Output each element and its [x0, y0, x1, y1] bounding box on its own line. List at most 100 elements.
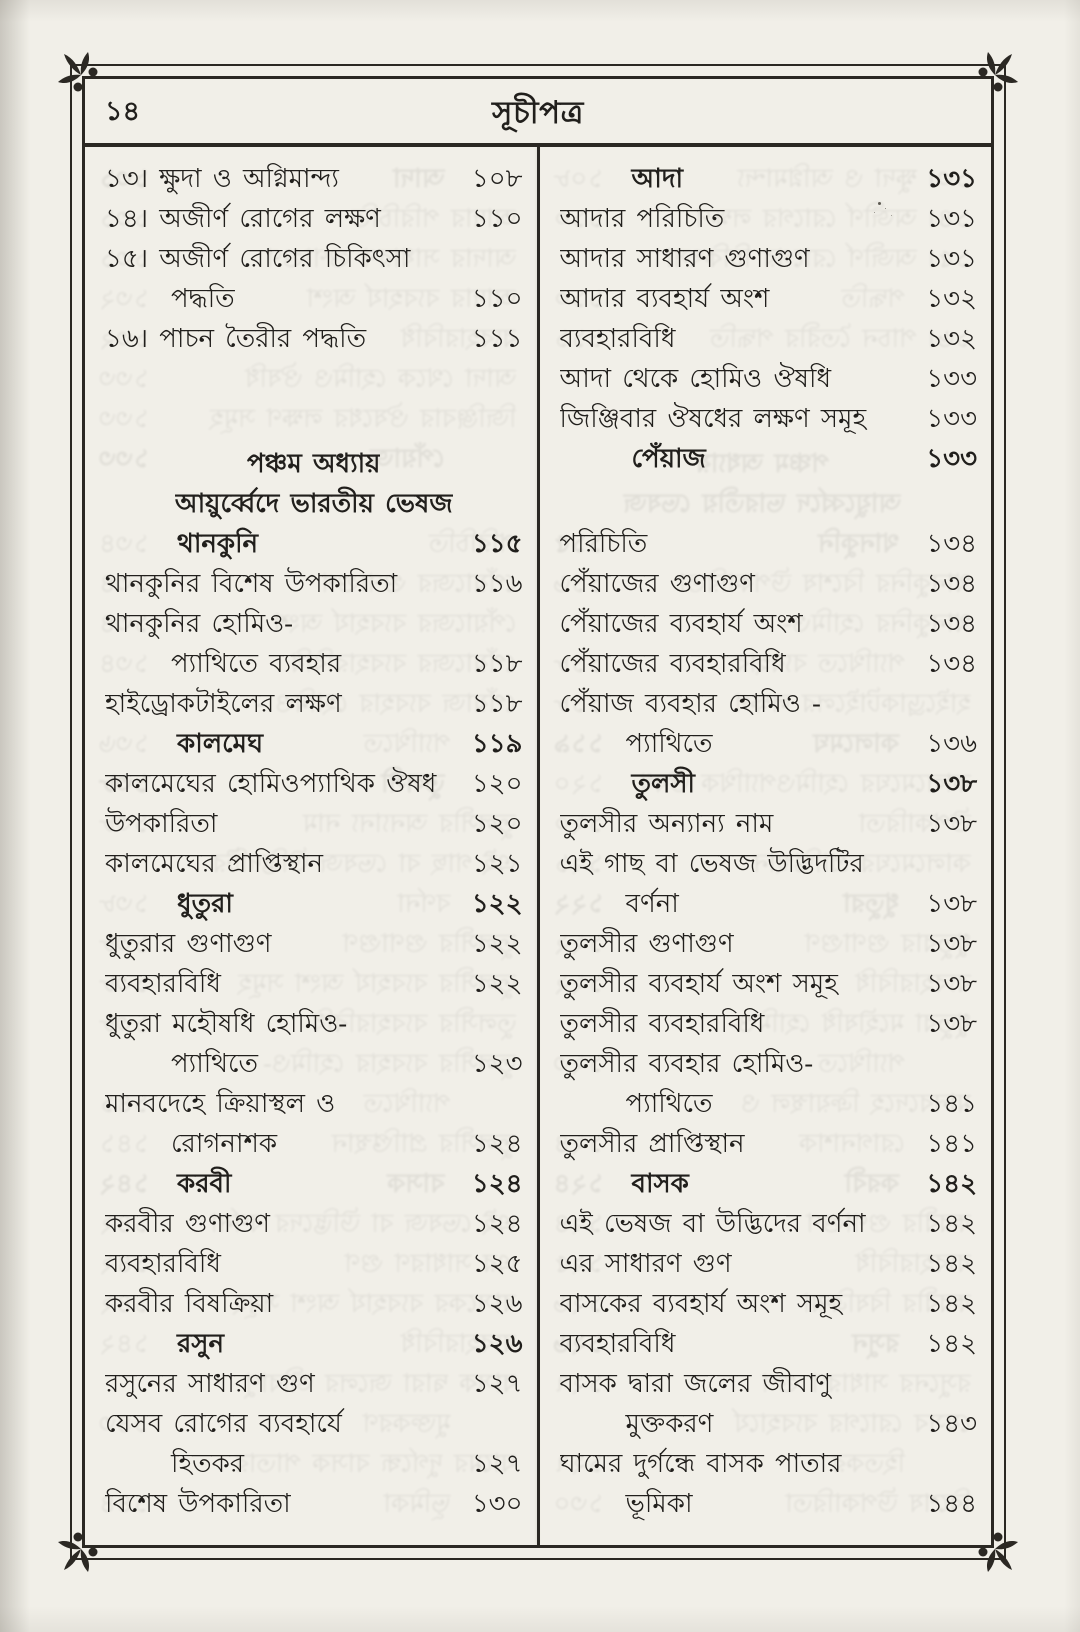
toc-entry-page-number: ১৪৪ [926, 1489, 977, 1518]
toc-entry-text: পরিচিতি [559, 529, 648, 558]
toc-section-heading: পঞ্চম অধ্যায় [105, 444, 523, 484]
toc-entry: এই ভেষজ বা উদ্ভিদের বর্ণনা ১৪২ [560, 1204, 978, 1244]
toc-entry-text: পদ্ধতি [171, 284, 235, 313]
scan-speck [878, 202, 881, 205]
toc-entry: মানবদেহে ক্রিয়াস্থল ও [105, 1084, 523, 1124]
toc-entry-text: আদা থেকে হোমিও ঔষধি [559, 364, 832, 393]
toc-entry-page-number: ১৩২ [926, 324, 977, 353]
toc-entry: আদার ব্যবহার্য অংশ ১৩২ [560, 279, 978, 319]
toc-entry-text: এই গাছ বা ভেষজ উদ্ভিদটির [559, 849, 864, 878]
toc-entry: হাইড্রোকটাইলের লক্ষণ ১১৮ [105, 684, 523, 724]
toc-entry-text: জিঞ্জিবার ঔষধের লক্ষণ সমূহ [559, 404, 867, 433]
toc-entry-page-number: ১১০ [471, 284, 523, 313]
toc-entry-page-number: ১০৮ [471, 164, 523, 193]
toc-entry-page-number: ১৩১ [926, 204, 977, 233]
toc-entry-text: কালমেঘের প্রাপ্তিস্থান [105, 849, 323, 878]
toc-section-heading: থানকুনি ১১৫ [105, 524, 523, 564]
toc-entry: রোগনাশক ১২৪ [105, 1124, 523, 1164]
toc-entry-page-number: ১৩৮ [926, 889, 977, 918]
toc-entry: পেঁয়াজের ব্যবহারবিধি ১৩৪ [560, 644, 978, 684]
toc-entry: তুলসীর ব্যবহার্য অংশ সমূহ ১৩৮ [560, 964, 978, 1004]
toc-entry-text: থানকুনির হোমিও- [105, 609, 293, 638]
toc-entry: ১৫। অজীর্ণ রোগের চিকিৎসা [105, 239, 523, 279]
toc-entry-text: পেঁয়াজ [631, 444, 706, 473]
toc-entry-page-number: ১৪২ [926, 1249, 977, 1278]
toc-entry-page-number: ১৩২ [926, 284, 977, 313]
toc-entry: ব্যবহারবিধি ১৪২ [560, 1324, 978, 1364]
toc-entry-page-number: ১৩৪ [926, 529, 977, 558]
toc-entry: থানকুনির বিশেষ উপকারিতা ১১৬ [105, 564, 523, 604]
toc-entry-text: প্যাথিতে [625, 1089, 713, 1118]
toc-entry-text: বর্ণনা [625, 889, 679, 918]
toc-entry: মুক্তকরণ ১৪৩ [560, 1404, 978, 1444]
toc-entry-text: ১৩। ক্ষুদা ও অগ্নিমান্দ্য [105, 164, 339, 193]
toc-section-heading: আয়ুর্ব্বেদে ভারতীয় ভেষজ [105, 484, 523, 524]
toc-section-heading: রসুন ১২৬ [105, 1324, 523, 1364]
toc-entry-text: বিশেষ উপকারিতা [105, 1489, 291, 1518]
toc-entry-text: তুলসীর ব্যবহারবিধি [559, 1009, 765, 1038]
toc-entry-page-number: ১২৪ [471, 1129, 523, 1158]
toc-entry-text: ধুতুরা মহৌষধি হোমিও- [105, 1009, 348, 1038]
toc-entry-text: এই ভেষজ বা উদ্ভিদের বর্ণনা [559, 1209, 866, 1238]
toc-entry: কালমেঘের প্রাপ্তিস্থান ১২১ [105, 844, 523, 884]
toc-entry: তুলসীর ব্যবহার হোমিও- [560, 1044, 978, 1084]
toc-entry-text: আয়ুর্ব্বেদে ভারতীয় ভেষজ [174, 489, 453, 518]
toc-entry: থানকুনির হোমিও- [105, 604, 523, 644]
toc-entry-text: পেঁয়াজ ব্যবহার হোমিও - [559, 689, 821, 718]
toc-entry: ১৩। ক্ষুদা ও অগ্নিমান্দ্য ১০৮ [105, 159, 523, 199]
toc-entry-text: বাসক [631, 1169, 689, 1198]
toc-section-heading: ধুতুরা ১২২ [105, 884, 523, 924]
toc-entry: করবীর বিষক্রিয়া ১২৬ [105, 1284, 523, 1324]
toc-entry: পেঁয়াজের গুণাগুণ ১৩৪ [560, 564, 978, 604]
toc-entry-page-number: ১১৮ [471, 649, 523, 678]
toc-entry: এই গাছ বা ভেষজ উদ্ভিদটির [560, 844, 978, 884]
toc-entry: কালমেঘের হোমিওপ্যাথিক ঔষধ ১২০ [105, 764, 523, 804]
toc-entry: ১৪। অজীর্ণ রোগের লক্ষণ ১১০ [105, 199, 523, 239]
toc-entry-text: করবীর বিষক্রিয়া [105, 1289, 274, 1318]
toc-entry-text: প্যাথিতে [171, 1049, 258, 1078]
toc-entry-text: ১৫। অজীর্ণ রোগের চিকিৎসা [105, 244, 411, 273]
toc-entry-text: হাইড্রোকটাইলের লক্ষণ [105, 689, 342, 718]
toc-column-right: আদা ১৩১ আদার পরিচিতি ১৩১ আদার সাধারণ গুণাগুণ… [540, 147, 992, 1545]
toc-entry-page-number: ১৩৬ [926, 729, 977, 758]
toc-entry: ১৬। পাচন তৈরীর পদ্ধতি ১১১ [105, 319, 523, 359]
toc-entry-text: তুলসীর প্রাপ্তিস্থান [559, 1129, 745, 1158]
toc-entry-page-number: ১৩৪ [926, 609, 977, 638]
toc-entry-text: থানকুনির বিশেষ উপকারিতা [105, 569, 398, 598]
toc-entry-text: পেঁয়াজের ব্যবহারবিধি [559, 649, 786, 678]
toc-entry-page-number: ১২৩ [471, 1049, 523, 1078]
toc-entry-page-number: ১৩৮ [926, 929, 977, 958]
toc-entry: তুলসীর অন্যান্য নাম ১৩৮ [560, 804, 978, 844]
toc-entry-text: থানকুনি [177, 529, 259, 558]
toc-entry: বাসকের ব্যবহার্য অংশ সমূহ ১৪২ [560, 1284, 978, 1324]
toc-entry-page-number: ১২৬ [471, 1329, 523, 1358]
toc-entry-text: রোগনাশক [171, 1129, 278, 1158]
toc-entry: বিশেষ উপকারিতা ১৩০ [105, 1484, 523, 1524]
toc-entry-text: যেসব রোগের ব্যবহার্যে [105, 1409, 342, 1438]
toc-entry-page-number: ১৩৮ [926, 769, 977, 798]
toc-entry-page-number: ১২৪ [471, 1209, 523, 1238]
toc-entry: ব্যবহারবিধি ১৩২ [560, 319, 978, 359]
toc-entry-page-number: ১২১ [471, 849, 523, 878]
toc-entry-page-number: ১২৭ [471, 1369, 523, 1398]
toc-entry-page-number: ১২৫ [471, 1249, 523, 1278]
toc-section-heading: পেঁয়াজ ১৩৩ [560, 439, 978, 479]
toc-entry-page-number: ১৩৪ [926, 649, 977, 678]
toc-spacer [105, 359, 523, 444]
toc-entry-page-number: ১২০ [471, 769, 523, 798]
toc-entry-page-number: ১৩৮ [926, 809, 977, 838]
toc-entry-text: কালমেঘ [177, 729, 264, 758]
toc-spacer [560, 479, 978, 524]
toc-entry-text: ধুতুরার গুণাগুণ [105, 929, 272, 958]
toc-entry: পদ্ধতি ১১০ [105, 279, 523, 319]
toc-entry-page-number: ১৩৪ [926, 569, 977, 598]
toc-entry: ব্যবহারবিধি ১২২ [105, 964, 523, 1004]
toc-entry-text: তুলসীর ব্যবহার হোমিও- [559, 1049, 814, 1078]
page-border-inner: ১৪ সূচীপত্র ১৩। ক্ষুদা ও অগ্নিমান্দ্য ১০৮… [82, 76, 994, 1548]
toc-entry-text: ধুতুরা [177, 889, 233, 918]
toc-entry-page-number: ১৪১ [926, 1089, 977, 1118]
toc-entry-page-number: ১৪২ [926, 1209, 977, 1238]
toc-entry-text: মানবদেহে ক্রিয়াস্থল ও [105, 1089, 336, 1118]
toc-entry-page-number: ১১৬ [471, 569, 523, 598]
toc-entry-page-number: ১৩৩ [926, 404, 977, 433]
